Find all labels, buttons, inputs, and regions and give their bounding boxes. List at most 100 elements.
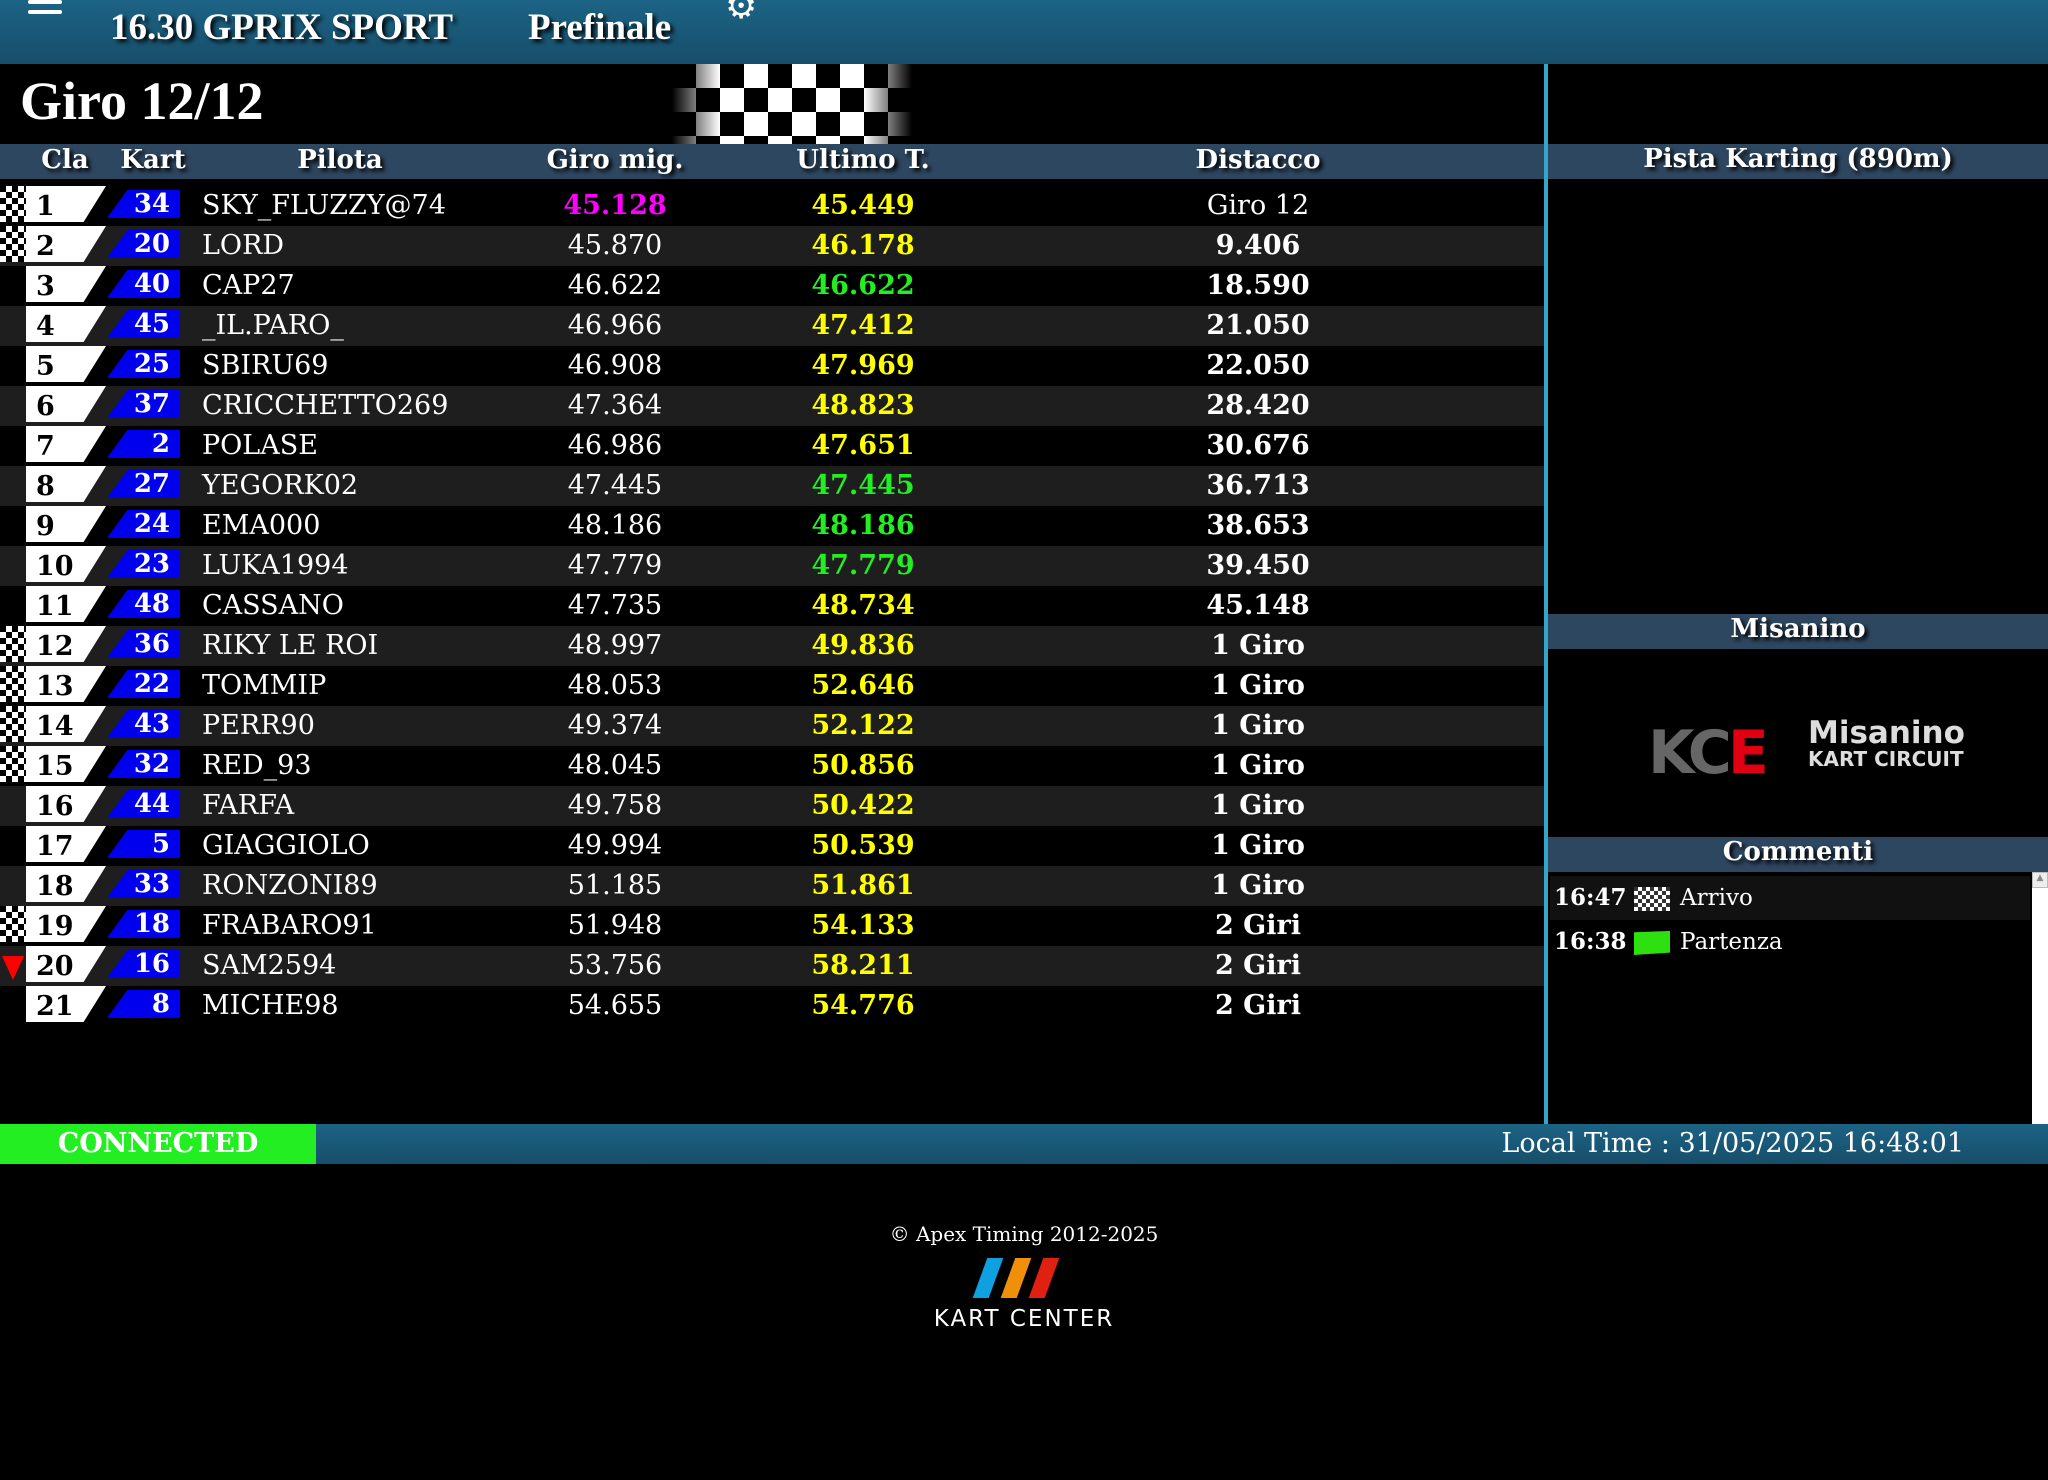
table-row[interactable]: 18 33 RONZONI89 51.185 51.861 1 Giro bbox=[0, 866, 1544, 906]
position: 12 bbox=[26, 626, 106, 662]
table-row[interactable]: 9 24 EMA000 48.186 48.186 38.653 bbox=[0, 506, 1544, 546]
position: 21 bbox=[26, 986, 106, 1022]
kart-number: 2 bbox=[107, 430, 180, 458]
last-lap: 47.412 bbox=[811, 310, 915, 341]
table-row[interactable]: 2 20 LORD 45.870 46.178 9.406 bbox=[0, 226, 1544, 266]
comment-item: 16:38 Partenza bbox=[1550, 920, 2030, 964]
kart-number: 25 bbox=[107, 350, 180, 378]
comments-list: 16:47 Arrivo 16:38 Partenza bbox=[1550, 876, 2030, 1124]
gap: 38.653 bbox=[1206, 510, 1310, 541]
table-row[interactable]: 11 48 CASSANO 47.735 48.734 45.148 bbox=[0, 586, 1544, 626]
last-lap: 47.969 bbox=[811, 350, 915, 381]
table-row[interactable]: 7 2 POLASE 46.986 47.651 30.676 bbox=[0, 426, 1544, 466]
table-row[interactable]: 12 36 RIKY LE ROI 48.997 49.836 1 Giro bbox=[0, 626, 1544, 666]
gap: 1 Giro bbox=[1211, 670, 1305, 701]
kart-number: 27 bbox=[107, 470, 180, 498]
best-lap: 45.128 bbox=[563, 190, 667, 221]
kart-number: 32 bbox=[107, 750, 180, 778]
driver-name: SBIRU69 bbox=[202, 350, 329, 381]
col-gap: Distacco bbox=[1195, 145, 1321, 175]
kart-number: 34 bbox=[107, 190, 180, 218]
best-lap: 46.908 bbox=[567, 350, 663, 381]
comment-text: Partenza bbox=[1680, 929, 1783, 955]
gap: 18.590 bbox=[1206, 270, 1310, 301]
table-row[interactable]: 15 32 RED_93 48.045 50.856 1 Giro bbox=[0, 746, 1544, 786]
position: 17 bbox=[26, 826, 106, 862]
scroll-up-arrow-icon[interactable]: ▲ bbox=[2032, 872, 2048, 888]
connection-status: CONNECTED bbox=[0, 1124, 316, 1164]
position: 16 bbox=[26, 786, 106, 822]
kart-number: 16 bbox=[107, 950, 180, 978]
last-lap: 48.186 bbox=[811, 510, 915, 541]
event-title: 16.30 GPRIX SPORT bbox=[110, 7, 454, 48]
table-row[interactable]: 20 16 SAM2594 53.756 58.211 2 Giri bbox=[0, 946, 1544, 986]
last-lap: 50.422 bbox=[811, 790, 915, 821]
driver-name: MICHE98 bbox=[202, 990, 339, 1021]
kart-center-logo-icon bbox=[972, 1258, 1082, 1298]
table-row[interactable]: 14 43 PERR90 49.374 52.122 1 Giro bbox=[0, 706, 1544, 746]
table-row[interactable]: 13 22 TOMMIP 48.053 52.646 1 Giro bbox=[0, 666, 1544, 706]
last-lap: 54.776 bbox=[811, 990, 915, 1021]
last-lap: 51.861 bbox=[811, 870, 915, 901]
gap: 2 Giri bbox=[1215, 950, 1301, 981]
gap: 36.713 bbox=[1206, 470, 1310, 501]
position: 15 bbox=[26, 746, 106, 782]
table-row[interactable]: 6 37 CRICCHETTO269 47.364 48.823 28.420 bbox=[0, 386, 1544, 426]
comments-scrollbar[interactable]: ▲ bbox=[2032, 872, 2048, 1124]
logo-line2: KART CIRCUIT bbox=[1808, 747, 1964, 771]
comment-text: Arrivo bbox=[1680, 885, 1753, 911]
last-lap: 54.133 bbox=[811, 910, 915, 941]
gap: 2 Giri bbox=[1215, 910, 1301, 941]
session-name: Prefinale bbox=[528, 7, 672, 48]
table-row[interactable]: 17 5 GIAGGIOLO 49.994 50.539 1 Giro bbox=[0, 826, 1544, 866]
table-row[interactable]: 5 25 SBIRU69 46.908 47.969 22.050 bbox=[0, 346, 1544, 386]
standings-table: 1 34 SKY_FLUZZY@74 45.128 45.449 Giro 12 2 20 LO… bbox=[0, 186, 1544, 1026]
gap: 2 Giri bbox=[1215, 990, 1301, 1021]
last-lap: 47.651 bbox=[811, 430, 915, 461]
comment-time: 16:47 bbox=[1554, 884, 1627, 911]
driver-name: LUKA1994 bbox=[202, 550, 349, 581]
table-row[interactable]: 21 8 MICHE98 54.655 54.776 2 Giri bbox=[0, 986, 1544, 1026]
comment-time: 16:38 bbox=[1554, 928, 1627, 955]
last-lap: 50.856 bbox=[811, 750, 915, 781]
checkered-marker-icon bbox=[0, 746, 26, 782]
best-lap: 47.779 bbox=[567, 550, 663, 581]
table-row[interactable]: 19 18 FRABARO91 51.948 54.133 2 Giri bbox=[0, 906, 1544, 946]
comment-item: 16:47 Arrivo bbox=[1550, 876, 2030, 920]
gear-icon[interactable]: ⚙ bbox=[725, 0, 758, 27]
last-lap: 58.211 bbox=[811, 950, 915, 981]
last-lap: 47.779 bbox=[811, 550, 915, 581]
table-row[interactable]: 10 23 LUKA1994 47.779 47.779 39.450 bbox=[0, 546, 1544, 586]
driver-name: _IL.PARO_ bbox=[202, 310, 344, 341]
best-lap: 48.045 bbox=[567, 750, 663, 781]
kart-number: 18 bbox=[107, 910, 180, 938]
last-lap: 48.734 bbox=[811, 590, 915, 621]
kart-number: 48 bbox=[107, 590, 180, 618]
checkered-flag-icon bbox=[672, 64, 912, 144]
table-row[interactable]: 1 34 SKY_FLUZZY@74 45.128 45.449 Giro 12 bbox=[0, 186, 1544, 226]
kart-number: 44 bbox=[107, 790, 180, 818]
best-lap: 46.622 bbox=[567, 270, 663, 301]
gap: 1 Giro bbox=[1211, 870, 1305, 901]
table-row[interactable]: 3 40 CAP27 46.622 46.622 18.590 bbox=[0, 266, 1544, 306]
table-row[interactable]: 16 44 FARFA 49.758 50.422 1 Giro bbox=[0, 786, 1544, 826]
logo-line1: Misanino bbox=[1808, 715, 1965, 751]
menu-icon[interactable] bbox=[28, 0, 62, 14]
driver-name: CASSANO bbox=[202, 590, 344, 621]
divider bbox=[1544, 64, 1548, 1124]
kart-number: 20 bbox=[107, 230, 180, 258]
position: 6 bbox=[26, 386, 106, 422]
col-last: Ultimo T. bbox=[796, 145, 930, 175]
col-best: Giro mig. bbox=[546, 145, 684, 175]
table-row[interactable]: 8 27 YEGORK02 47.445 47.445 36.713 bbox=[0, 466, 1544, 506]
driver-name: RIKY LE ROI bbox=[202, 630, 379, 661]
driver-name: EMA000 bbox=[202, 510, 321, 541]
position: 7 bbox=[26, 426, 106, 462]
position: 2 bbox=[26, 226, 106, 262]
gap: 21.050 bbox=[1206, 310, 1310, 341]
circuit-panel-header: Misanino bbox=[1548, 614, 2048, 649]
table-row[interactable]: 4 45 _IL.PARO_ 46.966 47.412 21.050 bbox=[0, 306, 1544, 346]
best-lap: 48.997 bbox=[567, 630, 663, 661]
kart-number: 37 bbox=[107, 390, 180, 418]
position: 11 bbox=[26, 586, 106, 622]
